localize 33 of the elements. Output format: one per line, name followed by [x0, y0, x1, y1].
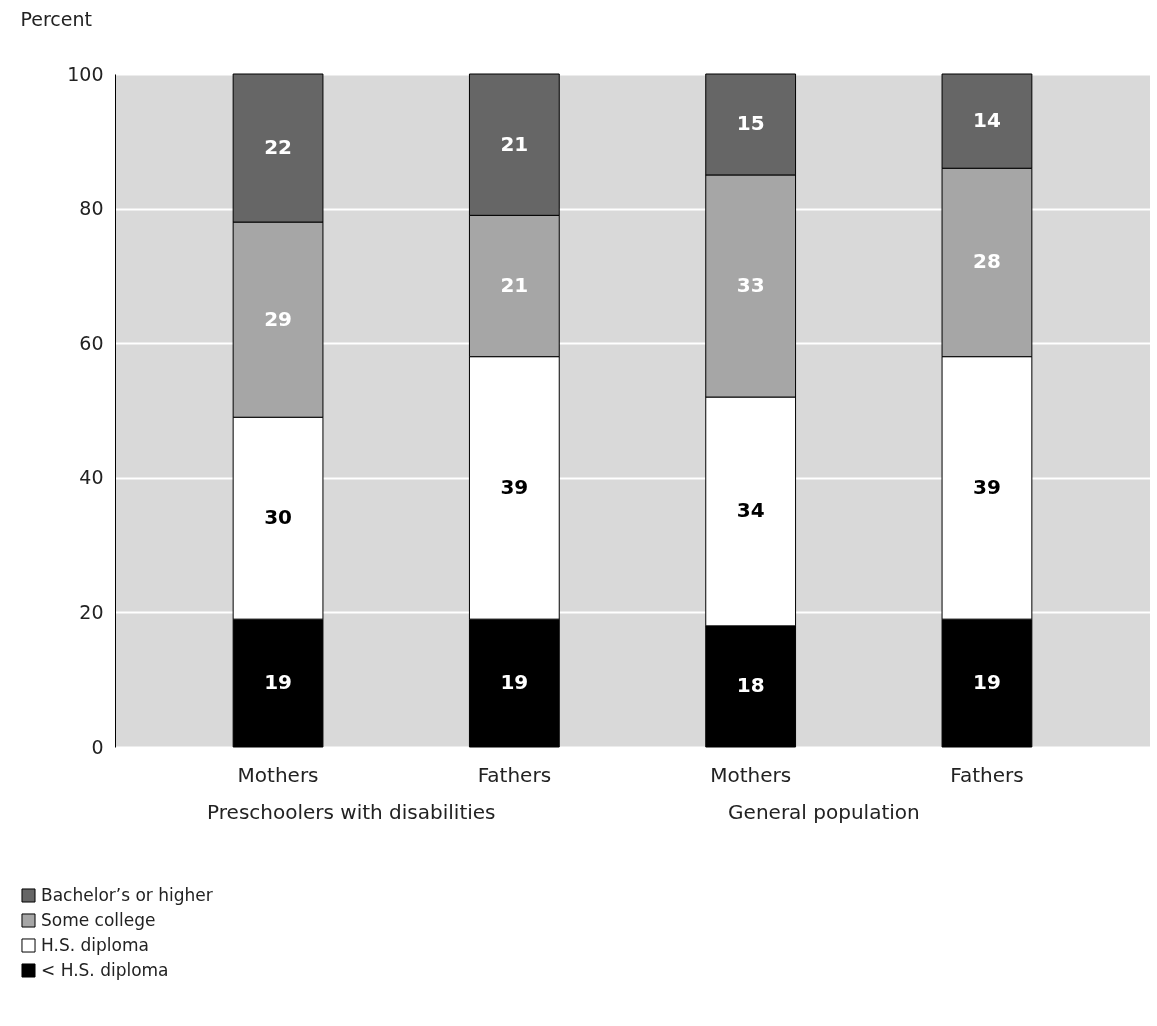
- data-label: 15: [736, 111, 765, 136]
- x-tick-label: Mothers: [237, 762, 319, 787]
- data-label: 21: [500, 272, 529, 297]
- data-label: 34: [736, 498, 765, 523]
- data-label: 39: [500, 474, 529, 499]
- text: General population: [728, 800, 920, 824]
- legend-label: H.S. diploma: [41, 934, 149, 955]
- y-tick-label: 80: [79, 197, 104, 220]
- x-tick-label: Fathers: [950, 762, 1024, 787]
- text: Preschoolers with disabilities: [207, 800, 496, 824]
- x-tick-label: Fathers: [477, 762, 552, 787]
- data-label: 28: [973, 249, 1001, 274]
- data-label: 33: [736, 272, 765, 297]
- y-tick-label: 20: [79, 600, 104, 623]
- legend-label: Bachelor’s or higher: [41, 884, 213, 905]
- data-label: 39: [973, 474, 1001, 499]
- y-axis-title: Percent: [20, 7, 92, 30]
- y-tick-label: 60: [79, 331, 104, 354]
- data-label: 21: [500, 131, 529, 156]
- data-label: 19: [500, 670, 529, 695]
- x-tick-label: Mothers: [710, 762, 792, 787]
- legend-label: < H.S. diploma: [41, 959, 169, 980]
- data-label: 18: [736, 673, 765, 698]
- data-label: 30: [264, 505, 292, 530]
- data-label: 29: [264, 306, 292, 331]
- y-tick-label: 100: [67, 62, 104, 85]
- data-label: 19: [264, 670, 292, 695]
- data-label: 22: [264, 135, 292, 160]
- data-label: 14: [973, 108, 1001, 133]
- legend-label: Some college: [41, 909, 156, 930]
- y-tick-label: 40: [79, 466, 104, 489]
- y-tick-label: 0: [91, 735, 104, 758]
- data-label: 19: [973, 670, 1001, 695]
